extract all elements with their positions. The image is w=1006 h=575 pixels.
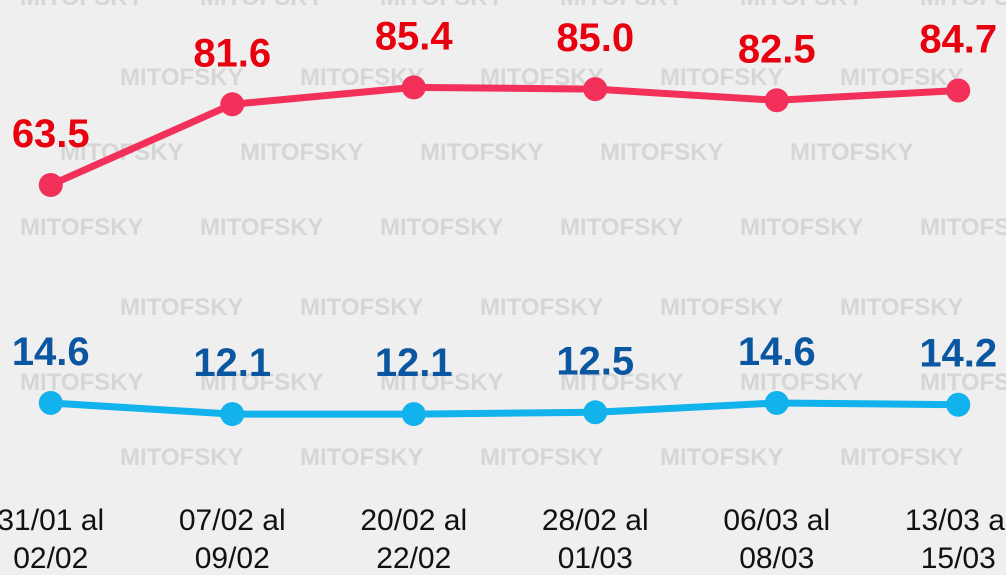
watermark: MITOFSKY [920, 214, 1006, 241]
point [946, 392, 971, 417]
watermark: MITOFSKY [560, 214, 684, 241]
watermark: MITOFSKY [20, 369, 144, 396]
data-label: 81.6 [193, 31, 271, 75]
point [401, 402, 426, 427]
data-label: 85.4 [375, 14, 454, 58]
watermark: MITOFSKY [120, 64, 244, 91]
data-label: 82.5 [738, 27, 816, 71]
watermark: MITOFSKY [660, 444, 784, 471]
watermark: MITOFSKY [560, 0, 684, 11]
data-label: 14.6 [738, 330, 816, 374]
watermark: MITOFSKY [840, 294, 964, 321]
point [946, 78, 971, 103]
x-tick-label: 28/02 al 01/03 [542, 504, 649, 575]
point [38, 390, 63, 415]
point [764, 390, 789, 415]
watermark: MITOFSKY [480, 294, 604, 321]
watermark: MITOFSKY [840, 444, 964, 471]
watermark: MITOFSKY [200, 214, 324, 241]
point [764, 88, 789, 113]
data-label: 12.5 [556, 339, 634, 383]
watermark: MITOFSKY [200, 0, 324, 11]
data-label: 14.6 [12, 330, 90, 374]
watermark: MITOFSKY [380, 0, 504, 11]
watermark: MITOFSKY [840, 64, 964, 91]
watermark: MITOFSKY [380, 214, 504, 241]
watermark: MITOFSKY [20, 214, 144, 241]
watermark: MITOFSKY [420, 139, 544, 166]
point [220, 402, 245, 427]
point [38, 172, 63, 197]
data-label: 14.2 [919, 332, 997, 376]
watermark: MITOFSKY [660, 294, 784, 321]
data-label: 84.7 [919, 17, 997, 61]
watermark: MITOFSKY [120, 444, 244, 471]
watermark: MITOFSKY [600, 139, 724, 166]
watermark: MITOFSKY [920, 0, 1006, 11]
watermark: MITOFSKY [380, 369, 504, 396]
x-tick-label: 13/03 al 15/03 [905, 504, 1006, 575]
watermark: MITOFSKY [660, 64, 784, 91]
watermark: MITOFSKY [740, 369, 864, 396]
watermark: MITOFSKY [300, 444, 424, 471]
point [583, 400, 608, 425]
watermark: MITOFSKY [200, 369, 324, 396]
series-line [49, 83, 959, 189]
watermark: MITOFSKY [560, 369, 684, 396]
x-tick-label: 07/02 al 09/02 [179, 504, 286, 575]
x-tick-label: 31/01 al 02/02 [0, 504, 104, 575]
watermark: MITOFSKY [790, 139, 914, 166]
watermark: MITOFSKY [300, 294, 424, 321]
point [401, 75, 426, 100]
watermark: MITOFSKY [20, 0, 144, 11]
data-label: 85.0 [556, 16, 634, 60]
point [220, 92, 245, 117]
watermark: MITOFSKY [120, 294, 244, 321]
watermark: MITOFSKY [920, 369, 1006, 396]
data-label: 63.5 [12, 112, 90, 156]
x-tick-label: 20/02 al 22/02 [360, 504, 467, 575]
watermark: MITOFSKY [480, 444, 604, 471]
data-label: 12.1 [375, 341, 453, 385]
watermark: MITOFSKY [740, 214, 864, 241]
data-label: 12.1 [193, 341, 271, 385]
point [583, 77, 608, 102]
series-line [50, 399, 959, 418]
watermark: MITOFSKY [240, 139, 364, 166]
x-tick-label: 06/03 al 08/03 [723, 504, 830, 575]
watermark: MITOFSKY [740, 0, 864, 11]
